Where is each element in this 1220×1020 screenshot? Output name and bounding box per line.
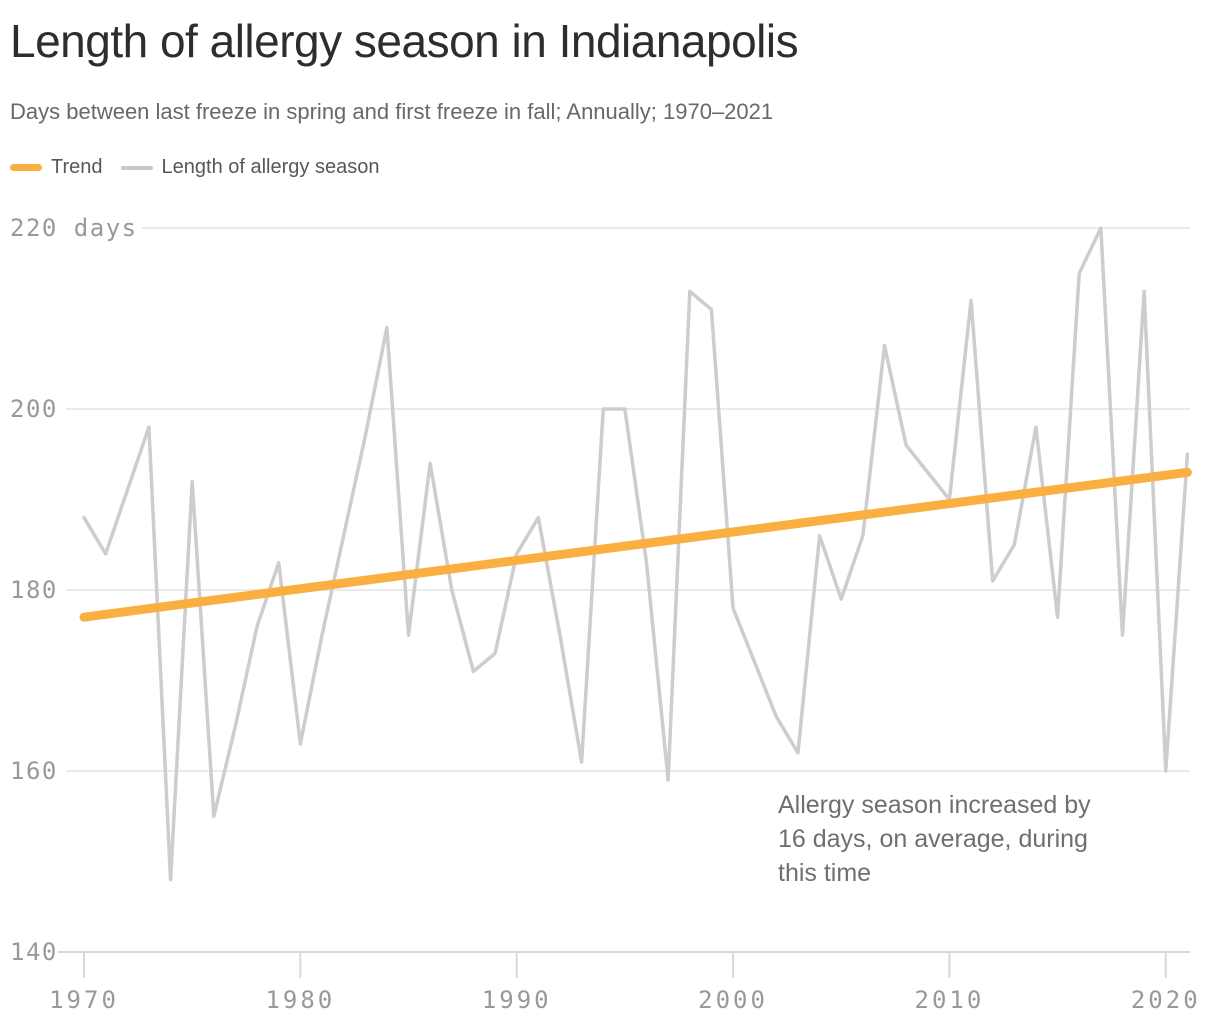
annotation-line: 16 days, on average, during xyxy=(778,825,1088,853)
annotation-line: Allergy season increased by xyxy=(778,791,1091,819)
trend-line-swatch-icon xyxy=(10,164,42,171)
chart-subtitle: Days between last freeze in spring and f… xyxy=(10,99,774,124)
x-tick-label: 1970 xyxy=(49,986,119,1014)
x-tick-label: 2010 xyxy=(915,986,985,1014)
legend: Trend Length of allergy season xyxy=(10,156,379,179)
y-tick-label: 200 xyxy=(10,395,58,423)
y-tick-label: 220 days xyxy=(10,214,138,242)
season-line-swatch-icon xyxy=(120,165,153,170)
x-tick-label: 2000 xyxy=(698,986,768,1014)
legend-item-trend: Trend xyxy=(10,156,103,179)
legend-item-season: Length of allergy season xyxy=(120,156,380,179)
y-tick-label: 140 xyxy=(10,938,58,966)
x-tick-label: 1980 xyxy=(265,986,335,1014)
page-title: Length of allergy season in Indianapolis xyxy=(10,15,799,67)
annotation-line: this time xyxy=(778,859,872,887)
season-data-line xyxy=(82,226,1190,882)
trend-line xyxy=(79,467,1192,622)
x-tick-label: 2020 xyxy=(1131,986,1201,1014)
x-tick-label: 1990 xyxy=(482,986,552,1014)
y-tick-label: 160 xyxy=(10,757,58,785)
legend-label-season: Length of allergy season xyxy=(161,156,380,178)
y-tick-label: 180 xyxy=(10,576,58,604)
chart-annotation: Allergy season increased by 16 days, on … xyxy=(778,788,1168,890)
legend-label-trend: Trend xyxy=(51,156,103,178)
